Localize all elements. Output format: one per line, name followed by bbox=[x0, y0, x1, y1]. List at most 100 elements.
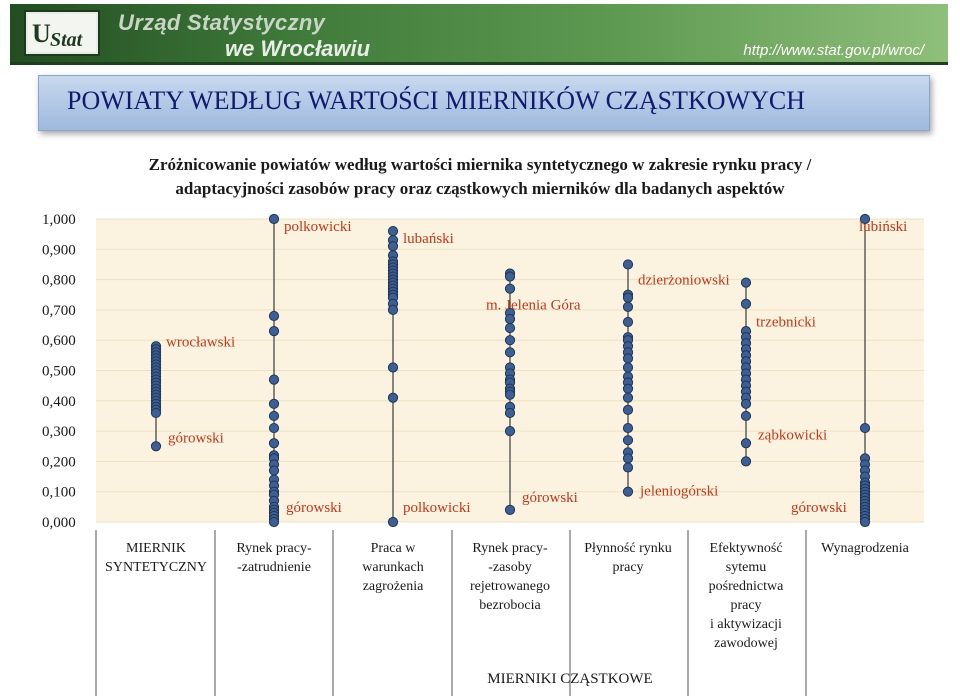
dot-plot-chart: 1,000 0,900 0,800 0,700 0,600 0,500 0,400 0,300… bbox=[42, 212, 924, 696]
data-point bbox=[268, 438, 280, 449]
category-label: Efektywność bbox=[709, 541, 782, 556]
data-point bbox=[387, 362, 399, 373]
data-point bbox=[622, 422, 634, 434]
ustat-logo-icon: U Stat bbox=[28, 14, 96, 52]
data-point bbox=[504, 407, 516, 419]
title-box: POWIATY WEDŁUG WARTOŚCI MIERNIKÓW CZĄSTK… bbox=[38, 75, 930, 131]
data-point bbox=[387, 392, 399, 403]
data-point bbox=[622, 392, 634, 403]
category-label: Wynagrodzenia bbox=[821, 541, 910, 556]
data-point bbox=[387, 241, 399, 252]
y-tick-label: 0,000 bbox=[42, 515, 76, 531]
data-point bbox=[504, 504, 516, 515]
y-tick-label: 0,500 bbox=[42, 364, 76, 380]
page-title: POWIATY WEDŁUG WARTOŚCI MIERNIKÓW CZĄSTK… bbox=[67, 86, 805, 115]
min-annotation: górowski bbox=[522, 490, 578, 506]
data-point bbox=[387, 304, 399, 316]
data-point bbox=[268, 422, 280, 434]
data-point bbox=[268, 516, 280, 528]
category-label: SYNTETYCZNY bbox=[105, 560, 207, 575]
data-point bbox=[622, 404, 634, 415]
data-point bbox=[859, 516, 871, 528]
data-point bbox=[622, 486, 634, 497]
data-point bbox=[740, 277, 752, 288]
data-point bbox=[622, 453, 634, 464]
data-point bbox=[622, 383, 634, 394]
data-point bbox=[622, 316, 634, 328]
data-point bbox=[387, 226, 399, 237]
category-label: pracy bbox=[612, 560, 643, 575]
data-point bbox=[504, 389, 516, 400]
category-label: Rynek pracy- bbox=[236, 541, 312, 556]
data-point bbox=[504, 322, 516, 334]
y-tick-label: 0,900 bbox=[42, 242, 76, 258]
data-point bbox=[859, 213, 871, 225]
institution-city: we Wrocławiu bbox=[225, 36, 371, 61]
data-point bbox=[622, 301, 634, 312]
header-banner: U Stat Urząd Statystyczny we Wrocławiu h… bbox=[10, 4, 948, 65]
max-annotation: polkowicki bbox=[284, 219, 352, 235]
data-point bbox=[504, 313, 516, 325]
data-point bbox=[622, 292, 634, 303]
min-annotation: górowski bbox=[791, 500, 847, 516]
header-url-link[interactable]: http://www.stat.gov.pl/wroc/ bbox=[743, 42, 924, 59]
category-label: warunkach bbox=[362, 560, 423, 575]
data-point bbox=[504, 271, 516, 282]
max-annotation: dzierżoniowski bbox=[638, 272, 730, 288]
data-point bbox=[150, 441, 162, 452]
min-annotation: polkowicki bbox=[403, 500, 471, 516]
data-point bbox=[504, 347, 516, 358]
data-point bbox=[504, 426, 516, 437]
category-label: bezrobocia bbox=[479, 598, 541, 613]
y-tick-label: 0,200 bbox=[42, 454, 76, 470]
data-point bbox=[740, 456, 752, 467]
data-point bbox=[740, 298, 752, 309]
category-label: Płynność rynku bbox=[584, 541, 672, 556]
category-label: zawodowej bbox=[714, 636, 778, 651]
data-point bbox=[622, 362, 634, 373]
data-point bbox=[622, 259, 634, 270]
logo: U Stat bbox=[24, 10, 100, 56]
data-point bbox=[150, 407, 162, 419]
max-annotation: m. Jelenia Góra bbox=[486, 298, 581, 314]
category-label: MIERNIK bbox=[126, 541, 186, 556]
category-label: -zasoby bbox=[488, 560, 532, 575]
y-tick-label: 0,100 bbox=[42, 485, 76, 501]
data-point bbox=[622, 353, 634, 364]
min-annotation: górowski bbox=[286, 500, 342, 516]
subtitle-line-1: Zróżnicowanie powiatów według wartości m… bbox=[148, 155, 812, 174]
data-point bbox=[268, 398, 280, 409]
data-point bbox=[504, 335, 516, 346]
data-point bbox=[740, 398, 752, 409]
max-annotation: wrocławski bbox=[166, 334, 235, 350]
svg-text:U: U bbox=[32, 19, 51, 48]
category-label: Rynek pracy- bbox=[472, 541, 548, 556]
category-label: pracy bbox=[730, 598, 761, 613]
category-label: -zatrudnienie bbox=[237, 560, 311, 575]
data-point bbox=[268, 465, 280, 476]
data-point bbox=[740, 438, 752, 449]
category-label: sytemu bbox=[726, 560, 766, 575]
min-annotation: jeleniogórski bbox=[639, 484, 718, 500]
category-label: zagrożenia bbox=[363, 579, 424, 594]
data-point bbox=[268, 374, 280, 385]
subtitle-line-2: adaptacyjności zasobów pracy oraz cząstk… bbox=[175, 179, 785, 198]
max-annotation: lubiński bbox=[859, 219, 907, 235]
svg-text:Stat: Stat bbox=[50, 29, 84, 51]
data-point bbox=[387, 516, 399, 528]
min-annotation: ząbkowicki bbox=[758, 427, 827, 443]
data-point bbox=[859, 422, 871, 434]
data-point bbox=[268, 326, 280, 337]
category-label: rejetrowanego bbox=[470, 579, 550, 594]
data-point bbox=[622, 435, 634, 446]
category-label: pośrednictwa bbox=[709, 579, 784, 594]
data-point bbox=[268, 410, 280, 422]
y-tick-label: 0,600 bbox=[42, 333, 76, 349]
data-point bbox=[268, 310, 280, 322]
y-tick-label: 0,400 bbox=[42, 394, 76, 410]
y-tick-label: 0,800 bbox=[42, 273, 76, 289]
data-point bbox=[622, 462, 634, 473]
min-annotation: górowski bbox=[168, 430, 224, 446]
category-label: i aktywizacji bbox=[710, 617, 782, 632]
data-point bbox=[268, 213, 280, 225]
